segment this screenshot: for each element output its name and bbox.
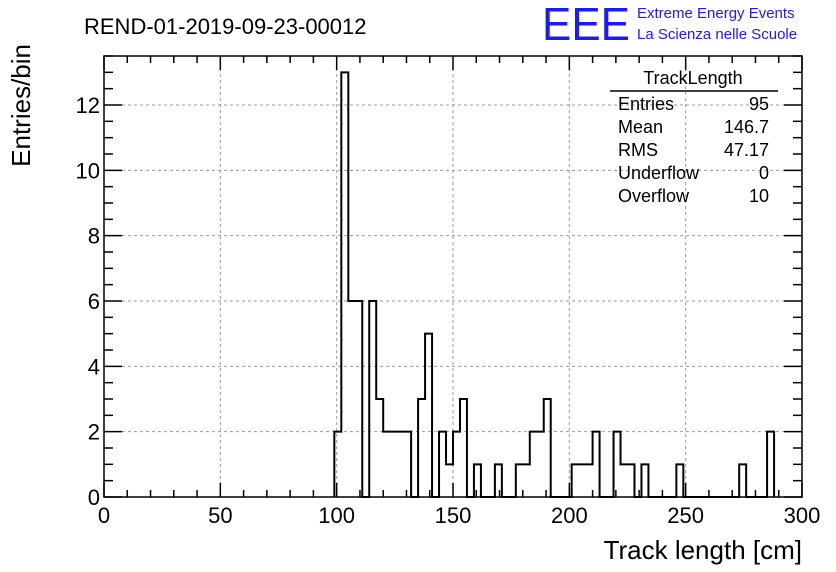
histogram-bin [369,301,376,497]
histogram-bin [767,432,774,497]
stats-value: 47.17 [724,140,769,160]
y-tick-label: 4 [88,354,100,379]
stats-title: TrackLength [643,68,742,88]
x-tick-label: 0 [98,503,110,528]
histogram-bin [383,432,390,497]
x-tick-label: 250 [667,503,704,528]
histogram-bin [495,464,502,497]
histogram-bin [641,464,648,497]
histogram-bin [572,464,579,497]
y-tick-label: 12 [76,93,100,118]
histogram-bin [537,432,544,497]
stats-label: Mean [618,117,663,137]
y-tick-label: 2 [88,420,100,445]
histogram-bin [523,464,530,497]
histogram-bin [397,432,404,497]
histogram-bin [460,399,467,497]
histogram-bin [516,464,523,497]
y-axis-label: Entries/bin [6,44,36,167]
stats-value: 0 [759,163,769,183]
y-tick-label: 6 [88,289,100,314]
histogram-bin [425,334,432,497]
histogram-outline [333,71,776,498]
x-axis-label: Track length [cm] [604,535,802,565]
histogram-bin [404,432,411,497]
histogram-bin [334,432,341,497]
histogram-bin [446,464,453,497]
logo-line-1: Extreme Energy Events [637,5,795,22]
stats-box: TrackLength Entries 95 Mean 146.7 RMS 47.17 Un… [610,68,778,206]
histogram-bin [593,432,600,497]
histogram-bin [530,432,537,497]
stats-label: Overflow [618,186,690,206]
stats-label: Underflow [618,163,700,183]
stats-value: 95 [749,94,769,114]
y-tick-label: 8 [88,224,100,249]
histogram-bin [544,399,551,497]
histogram-bin [628,464,635,497]
histogram-bin [739,464,746,497]
histogram-bin [376,399,383,497]
histogram-bin [586,464,593,497]
histogram-bin [439,432,446,497]
histogram-bin [579,464,586,497]
stats-value: 10 [749,186,769,206]
logo-line-2: La Scienza nelle Scuole [637,26,797,43]
stats-label: Entries [618,94,674,114]
x-tick-label: 50 [208,503,232,528]
stats-value: 146.7 [724,117,769,137]
chart-title: REND-01-2019-09-23-00012 [84,14,367,39]
histogram-bin [348,301,355,497]
x-tick-label: 150 [435,503,472,528]
histogram-bin [453,432,460,497]
x-tick-label: 300 [784,503,821,528]
histogram-bin [355,301,362,497]
logo-mark: EEE [542,0,630,50]
histogram-bin [341,72,348,497]
histogram-bin [474,464,481,497]
y-tick-label: 10 [76,158,100,183]
histogram-series [333,71,776,498]
axis-ticks [103,55,803,498]
eee-logo: EEE Extreme Energy Events La Scienza nel… [542,0,797,50]
histogram-bin [614,432,621,497]
histogram-bin [390,432,397,497]
y-tick-label: 0 [88,485,100,510]
histogram-bin [621,464,628,497]
x-tick-label: 100 [318,503,355,528]
histogram-bin [418,399,425,497]
grid-lines [104,56,802,497]
x-tick-label: 200 [551,503,588,528]
histogram-bin [676,464,683,497]
stats-label: RMS [618,140,658,160]
